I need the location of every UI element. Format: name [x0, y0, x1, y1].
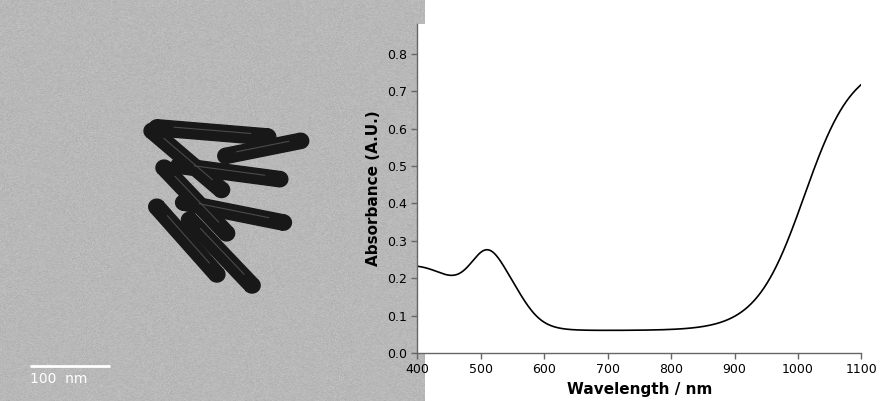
Y-axis label: Absorbance (A.U.): Absorbance (A.U.)	[367, 111, 381, 266]
Polygon shape	[181, 212, 260, 293]
Polygon shape	[156, 160, 234, 241]
Polygon shape	[149, 120, 276, 145]
Polygon shape	[144, 123, 230, 198]
Polygon shape	[148, 199, 225, 282]
Polygon shape	[176, 195, 291, 230]
Polygon shape	[218, 133, 309, 164]
Text: 100  nm: 100 nm	[29, 372, 87, 386]
X-axis label: Wavelength / nm: Wavelength / nm	[567, 382, 712, 397]
Polygon shape	[170, 158, 288, 187]
